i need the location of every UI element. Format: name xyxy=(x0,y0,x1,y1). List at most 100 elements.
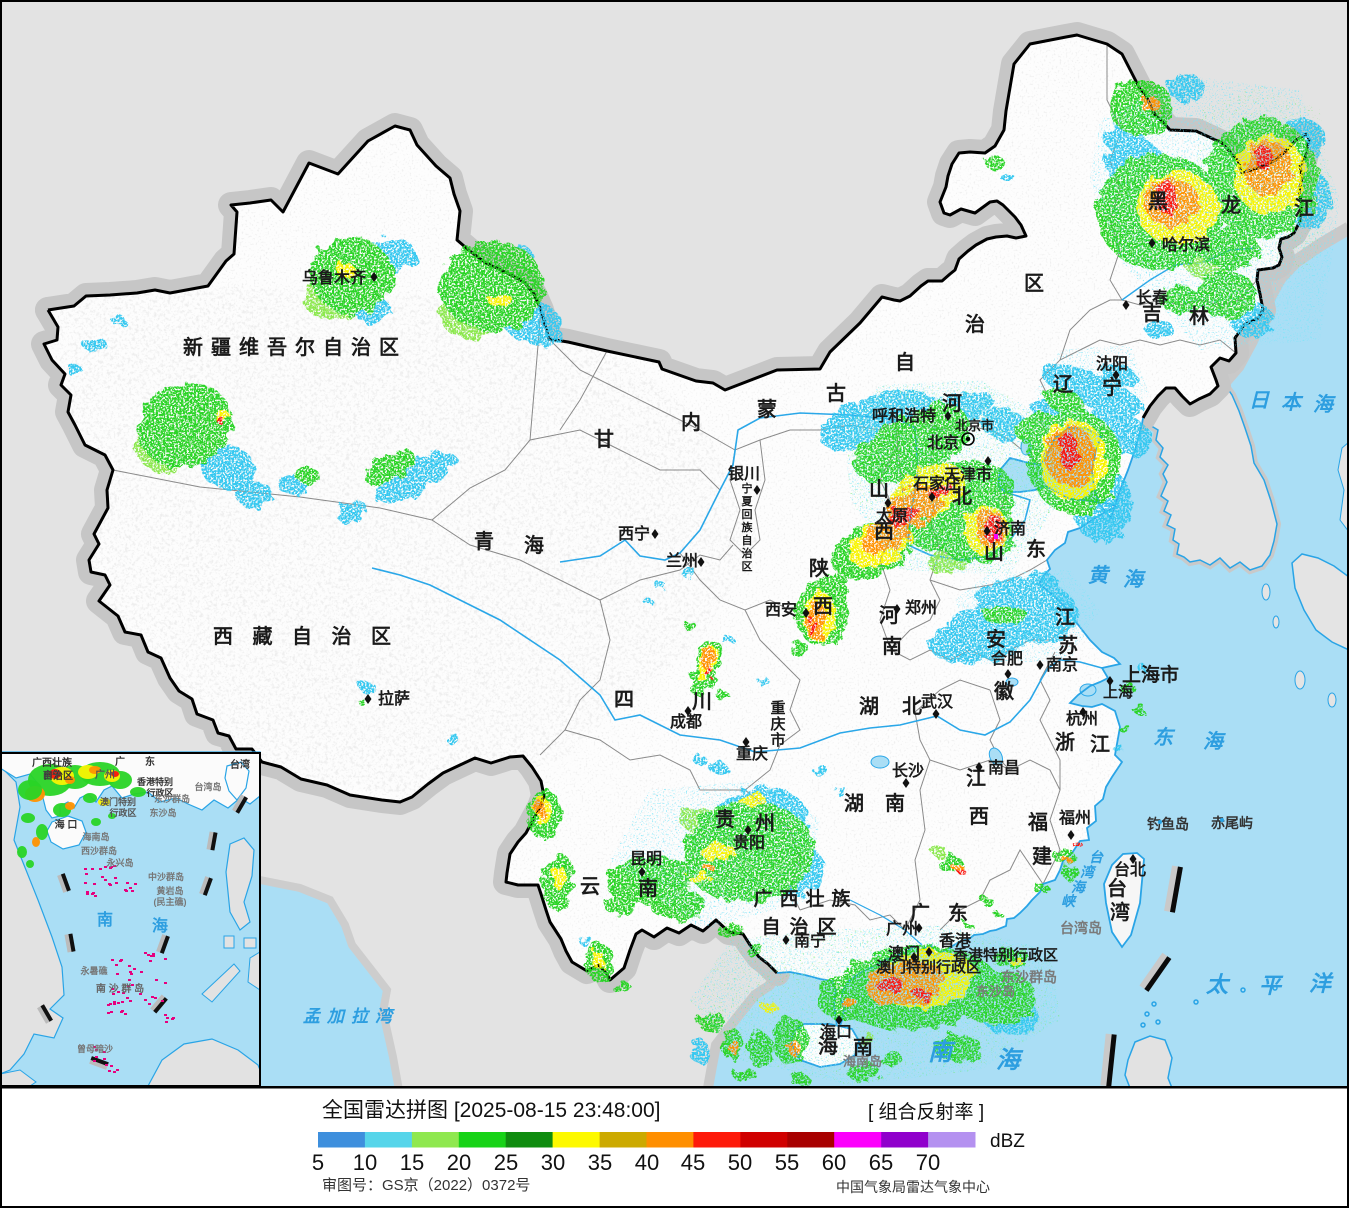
svg-text:重: 重 xyxy=(770,699,785,717)
svg-text:福州: 福州 xyxy=(1058,808,1091,827)
svg-text:东: 东 xyxy=(1026,537,1046,561)
svg-text:本: 本 xyxy=(1281,391,1304,414)
svg-text:自: 自 xyxy=(761,915,780,938)
svg-text:银川: 银川 xyxy=(728,464,760,483)
svg-text:行政区: 行政区 xyxy=(145,787,173,798)
svg-text:南: 南 xyxy=(928,1039,956,1066)
svg-text:自: 自 xyxy=(323,335,343,359)
svg-text:海: 海 xyxy=(1123,568,1146,591)
svg-text:50: 50 xyxy=(728,1150,752,1175)
svg-text:治: 治 xyxy=(332,624,352,648)
svg-text:贵阳: 贵阳 xyxy=(733,833,765,852)
svg-text:自: 自 xyxy=(895,350,915,374)
svg-text:广州: 广州 xyxy=(95,768,115,781)
svg-text:江: 江 xyxy=(1294,197,1314,220)
svg-text:福: 福 xyxy=(1027,811,1048,834)
svg-text:南宁: 南宁 xyxy=(794,931,826,950)
svg-text:孟加拉湾: 孟加拉湾 xyxy=(303,1007,399,1026)
svg-text:南宁: 南宁 xyxy=(43,769,61,780)
svg-text:70: 70 xyxy=(916,1150,940,1175)
svg-text:南京: 南京 xyxy=(1046,655,1078,674)
svg-text:30: 30 xyxy=(541,1150,565,1175)
svg-text:成都: 成都 xyxy=(670,712,702,731)
svg-text:永兴岛: 永兴岛 xyxy=(105,857,133,868)
svg-text:广: 广 xyxy=(910,901,930,925)
svg-text:杭州: 杭州 xyxy=(1066,709,1098,728)
svg-text:浙: 浙 xyxy=(1055,730,1075,754)
svg-text:苏: 苏 xyxy=(1058,634,1078,657)
svg-text:藏: 藏 xyxy=(253,624,273,648)
svg-text:55: 55 xyxy=(775,1150,799,1175)
svg-text:州: 州 xyxy=(755,812,775,835)
svg-text:西宁: 西宁 xyxy=(618,524,650,543)
svg-text:疆: 疆 xyxy=(211,336,231,359)
svg-text:海南岛: 海南岛 xyxy=(82,831,109,842)
svg-text:沈阳: 沈阳 xyxy=(1096,354,1128,373)
svg-text:海: 海 xyxy=(152,916,168,935)
svg-text:西: 西 xyxy=(813,596,833,618)
svg-text:四: 四 xyxy=(614,689,634,711)
svg-text:海: 海 xyxy=(1203,730,1226,753)
svg-text:河: 河 xyxy=(942,392,962,415)
svg-text:海: 海 xyxy=(1071,879,1088,895)
svg-text:东沙群岛: 东沙群岛 xyxy=(1001,969,1057,985)
svg-text:吉: 吉 xyxy=(1142,302,1162,325)
svg-text:35: 35 xyxy=(588,1150,612,1175)
svg-text:东: 东 xyxy=(948,901,968,925)
svg-text:古: 古 xyxy=(826,381,846,405)
svg-text:10: 10 xyxy=(353,1150,377,1175)
svg-text:澳门特别行政区: 澳门特别行政区 xyxy=(876,958,981,976)
svg-text:日: 日 xyxy=(1249,390,1270,412)
svg-text:湾: 湾 xyxy=(1110,900,1130,924)
svg-text:西: 西 xyxy=(969,806,989,828)
svg-text:60: 60 xyxy=(822,1150,846,1175)
svg-text:海: 海 xyxy=(1313,393,1336,416)
svg-text:西沙群岛: 西沙群岛 xyxy=(81,845,117,856)
svg-text:65: 65 xyxy=(869,1150,893,1175)
svg-text:行政区: 行政区 xyxy=(108,807,136,818)
svg-text:香港: 香港 xyxy=(938,931,972,950)
svg-text:兰州: 兰州 xyxy=(666,551,698,570)
svg-text:辽: 辽 xyxy=(1053,373,1074,396)
svg-text:峡: 峡 xyxy=(1061,893,1077,909)
svg-text:自治区: 自治区 xyxy=(43,769,73,782)
svg-text:湾: 湾 xyxy=(1080,864,1097,880)
svg-text:广: 广 xyxy=(115,755,125,768)
svg-text:东沙岛: 东沙岛 xyxy=(149,807,176,818)
svg-text:拉萨: 拉萨 xyxy=(378,689,410,708)
svg-text:维: 维 xyxy=(239,335,259,359)
svg-text:回: 回 xyxy=(742,507,753,521)
svg-text:青: 青 xyxy=(474,530,494,553)
svg-text:西安: 西安 xyxy=(765,600,797,619)
svg-text:河: 河 xyxy=(879,604,899,627)
svg-text:上海: 上海 xyxy=(1103,683,1133,701)
svg-text:台湾岛: 台湾岛 xyxy=(194,781,221,792)
svg-text:北京: 北京 xyxy=(927,433,959,452)
svg-text:族: 族 xyxy=(831,887,851,910)
svg-text:宁: 宁 xyxy=(742,481,753,495)
svg-text:湖: 湖 xyxy=(844,792,864,815)
svg-text:哈尔滨: 哈尔滨 xyxy=(1162,235,1210,254)
svg-text:林: 林 xyxy=(1189,304,1209,328)
svg-text:南: 南 xyxy=(885,792,905,815)
svg-text:石家庄: 石家庄 xyxy=(912,474,961,493)
svg-text:审图号：GS京（2022）0372号: 审图号：GS京（2022）0372号 xyxy=(322,1177,530,1194)
svg-text:永暑礁: 永暑礁 xyxy=(79,965,108,976)
svg-text:海: 海 xyxy=(524,533,544,557)
svg-text:黄: 黄 xyxy=(1088,564,1111,587)
svg-text:长春: 长春 xyxy=(1136,288,1169,307)
svg-text:昆明: 昆明 xyxy=(630,850,662,868)
svg-text:东沙群岛: 东沙群岛 xyxy=(154,793,190,804)
svg-text:上海市: 上海市 xyxy=(1122,663,1179,686)
svg-text:新: 新 xyxy=(183,335,203,359)
svg-text:自: 自 xyxy=(742,533,753,547)
svg-text:香港特别: 香港特别 xyxy=(136,776,173,787)
svg-text:南: 南 xyxy=(853,1036,873,1059)
svg-text:区: 区 xyxy=(817,917,836,938)
svg-text:太原: 太原 xyxy=(875,506,908,525)
svg-text:15: 15 xyxy=(400,1150,424,1175)
svg-text:45: 45 xyxy=(681,1150,705,1175)
svg-text:dBZ: dBZ xyxy=(990,1131,1025,1152)
svg-text:海 口: 海 口 xyxy=(55,818,78,831)
svg-text:海南岛: 海南岛 xyxy=(843,1054,882,1069)
